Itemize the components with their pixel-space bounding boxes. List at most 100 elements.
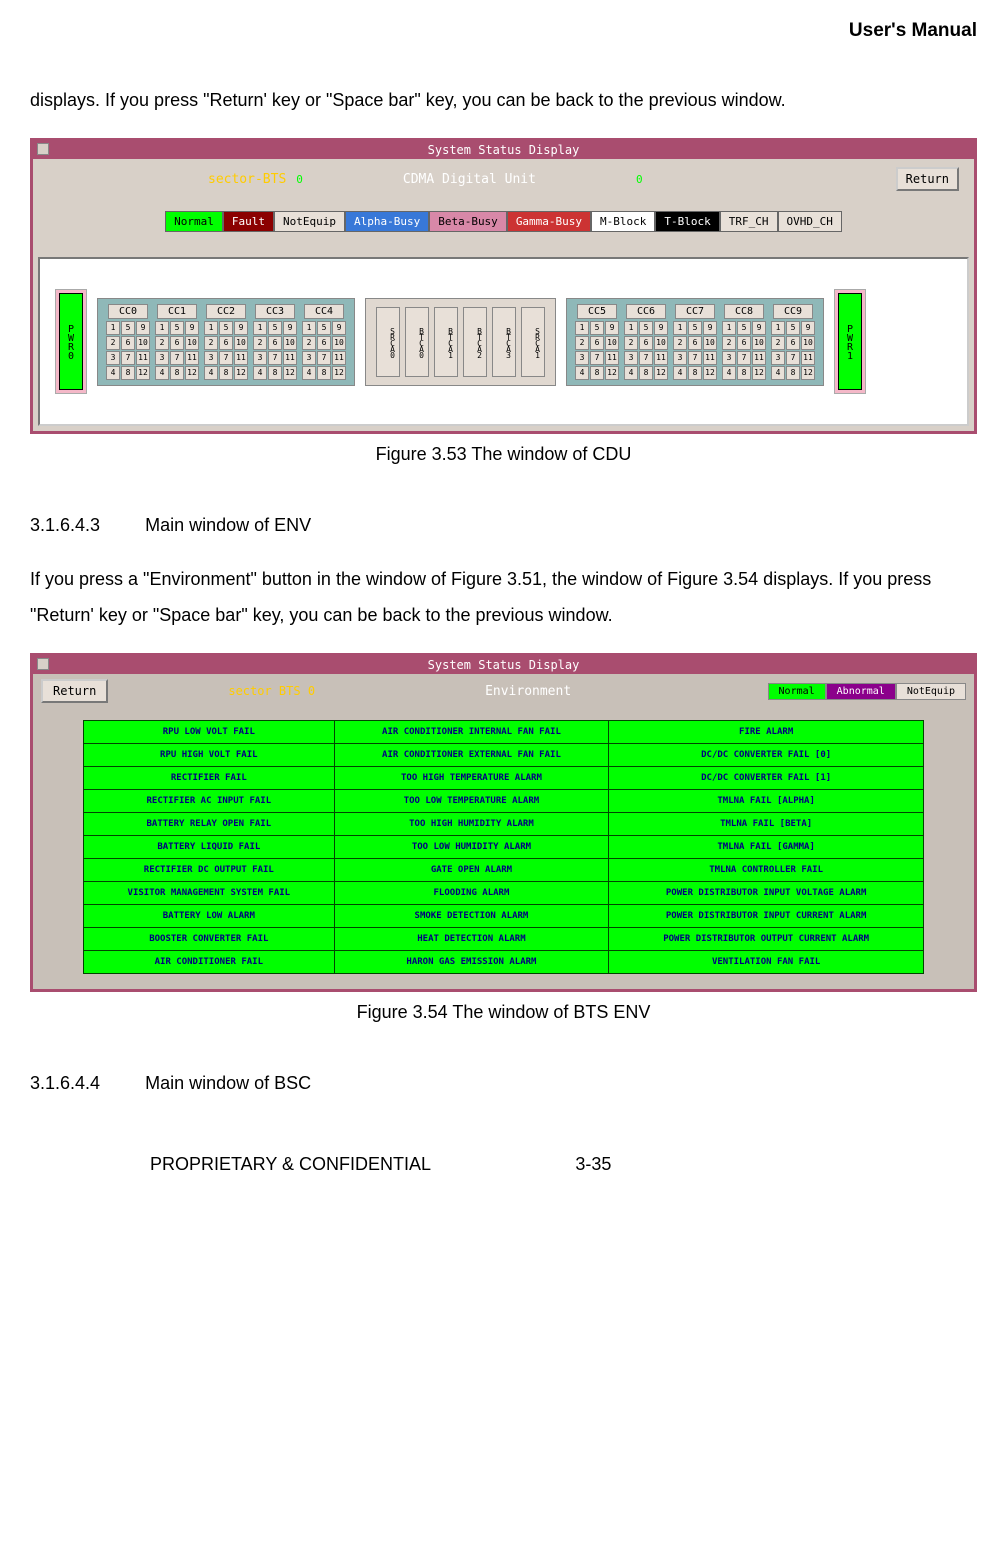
cc-cell[interactable]: 6 xyxy=(688,336,702,350)
cc-cell[interactable]: 12 xyxy=(605,366,619,380)
cc-cell[interactable]: 9 xyxy=(234,321,248,335)
cc-cell[interactable]: 6 xyxy=(737,336,751,350)
cc-cell[interactable]: 4 xyxy=(302,366,316,380)
cc-cell[interactable]: 12 xyxy=(283,366,297,380)
cc-cell[interactable]: 3 xyxy=(575,351,589,365)
alarm-cell[interactable]: FLOODING ALARM xyxy=(334,882,609,905)
cc-cell[interactable]: 10 xyxy=(605,336,619,350)
cc-cell[interactable]: 11 xyxy=(752,351,766,365)
cc-cell[interactable]: 5 xyxy=(317,321,331,335)
cc-column-cc4[interactable]: CC4159261037114812 xyxy=(302,304,346,380)
cc-cell[interactable]: 3 xyxy=(253,351,267,365)
cc-cell[interactable]: 10 xyxy=(185,336,199,350)
btca-slot-btca0[interactable]: BTCA0 xyxy=(405,307,429,377)
alarm-cell[interactable]: FIRE ALARM xyxy=(609,721,924,744)
cc-cell[interactable]: 9 xyxy=(752,321,766,335)
cc-cell[interactable]: 2 xyxy=(673,336,687,350)
cc-cell[interactable]: 6 xyxy=(268,336,282,350)
cc-column-cc1[interactable]: CC1159261037114812 xyxy=(155,304,199,380)
alarm-cell[interactable]: TOO LOW TEMPERATURE ALARM xyxy=(334,790,609,813)
alarm-cell[interactable]: TMLNA CONTROLLER FAIL xyxy=(609,859,924,882)
cc-cell[interactable]: 7 xyxy=(268,351,282,365)
cc-cell[interactable]: 10 xyxy=(332,336,346,350)
close-icon[interactable] xyxy=(37,143,49,155)
cc-cell[interactable]: 6 xyxy=(786,336,800,350)
alarm-cell[interactable]: TMLNA FAIL [BETA] xyxy=(609,813,924,836)
cc-cell[interactable]: 10 xyxy=(136,336,150,350)
cc-column-cc8[interactable]: CC8159261037114812 xyxy=(722,304,766,380)
cc-cell[interactable]: 8 xyxy=(688,366,702,380)
cc-cell[interactable]: 2 xyxy=(771,336,785,350)
cc-cell[interactable]: 7 xyxy=(219,351,233,365)
cc-cell[interactable]: 6 xyxy=(219,336,233,350)
btca-slot-btca3[interactable]: BTCA3 xyxy=(492,307,516,377)
cc-cell[interactable]: 4 xyxy=(722,366,736,380)
cc-column-cc5[interactable]: CC5159261037114812 xyxy=(575,304,619,380)
cc-cell[interactable]: 11 xyxy=(136,351,150,365)
cc-cell[interactable]: 11 xyxy=(283,351,297,365)
btca-slot-srca0[interactable]: SRCA0 xyxy=(376,307,400,377)
cc-cell[interactable]: 7 xyxy=(639,351,653,365)
cc-cell[interactable]: 6 xyxy=(639,336,653,350)
cc-cell[interactable]: 5 xyxy=(639,321,653,335)
cc-cell[interactable]: 7 xyxy=(121,351,135,365)
cc-cell[interactable]: 6 xyxy=(590,336,604,350)
cc-column-cc9[interactable]: CC9159261037114812 xyxy=(771,304,815,380)
alarm-cell[interactable]: HARON GAS EMISSION ALARM xyxy=(334,951,609,974)
cc-cell[interactable]: 5 xyxy=(268,321,282,335)
cc-cell[interactable]: 5 xyxy=(219,321,233,335)
cc-cell[interactable]: 11 xyxy=(801,351,815,365)
cc-cell[interactable]: 1 xyxy=(771,321,785,335)
cc-cell[interactable]: 10 xyxy=(801,336,815,350)
cc-cell[interactable]: 8 xyxy=(170,366,184,380)
btca-slot-btca1[interactable]: BTCA1 xyxy=(434,307,458,377)
cc-cell[interactable]: 2 xyxy=(302,336,316,350)
return-button[interactable]: Return xyxy=(41,679,108,703)
alarm-cell[interactable]: BATTERY LOW ALARM xyxy=(84,905,335,928)
cc-cell[interactable]: 12 xyxy=(185,366,199,380)
alarm-cell[interactable]: RECTIFIER AC INPUT FAIL xyxy=(84,790,335,813)
cc-cell[interactable]: 8 xyxy=(121,366,135,380)
alarm-cell[interactable]: RPU HIGH VOLT FAIL xyxy=(84,744,335,767)
return-button[interactable]: Return xyxy=(896,167,959,191)
alarm-cell[interactable]: AIR CONDITIONER INTERNAL FAN FAIL xyxy=(334,721,609,744)
cc-cell[interactable]: 7 xyxy=(170,351,184,365)
cc-cell[interactable]: 9 xyxy=(801,321,815,335)
cc-cell[interactable]: 1 xyxy=(204,321,218,335)
cc-cell[interactable]: 1 xyxy=(722,321,736,335)
cc-cell[interactable]: 8 xyxy=(268,366,282,380)
alarm-cell[interactable]: DC/DC CONVERTER FAIL [0] xyxy=(609,744,924,767)
cc-cell[interactable]: 3 xyxy=(624,351,638,365)
alarm-cell[interactable]: RPU LOW VOLT FAIL xyxy=(84,721,335,744)
cc-cell[interactable]: 9 xyxy=(185,321,199,335)
cc-cell[interactable]: 7 xyxy=(317,351,331,365)
cc-cell[interactable]: 4 xyxy=(771,366,785,380)
alarm-cell[interactable]: SMOKE DETECTION ALARM xyxy=(334,905,609,928)
cc-cell[interactable]: 2 xyxy=(575,336,589,350)
cc-cell[interactable]: 7 xyxy=(786,351,800,365)
cc-cell[interactable]: 10 xyxy=(654,336,668,350)
cc-cell[interactable]: 9 xyxy=(136,321,150,335)
cc-cell[interactable]: 8 xyxy=(639,366,653,380)
cc-cell[interactable]: 6 xyxy=(121,336,135,350)
alarm-cell[interactable]: TMLNA FAIL [ALPHA] xyxy=(609,790,924,813)
cc-cell[interactable]: 6 xyxy=(170,336,184,350)
cc-cell[interactable]: 5 xyxy=(590,321,604,335)
cc-cell[interactable]: 8 xyxy=(786,366,800,380)
cc-cell[interactable]: 8 xyxy=(317,366,331,380)
cc-cell[interactable]: 5 xyxy=(786,321,800,335)
close-icon[interactable] xyxy=(37,658,49,670)
cc-cell[interactable]: 6 xyxy=(317,336,331,350)
cc-cell[interactable]: 7 xyxy=(590,351,604,365)
cc-cell[interactable]: 2 xyxy=(624,336,638,350)
cc-cell[interactable]: 11 xyxy=(654,351,668,365)
cc-cell[interactable]: 3 xyxy=(771,351,785,365)
alarm-cell[interactable]: POWER DISTRIBUTOR OUTPUT CURRENT ALARM xyxy=(609,928,924,951)
btca-slot-srca1[interactable]: SRCA1 xyxy=(521,307,545,377)
alarm-cell[interactable]: VENTILATION FAN FAIL xyxy=(609,951,924,974)
cc-cell[interactable]: 3 xyxy=(722,351,736,365)
cc-cell[interactable]: 4 xyxy=(673,366,687,380)
cc-cell[interactable]: 3 xyxy=(204,351,218,365)
cc-cell[interactable]: 7 xyxy=(688,351,702,365)
pwr1-block[interactable]: PWR1 xyxy=(838,293,862,390)
